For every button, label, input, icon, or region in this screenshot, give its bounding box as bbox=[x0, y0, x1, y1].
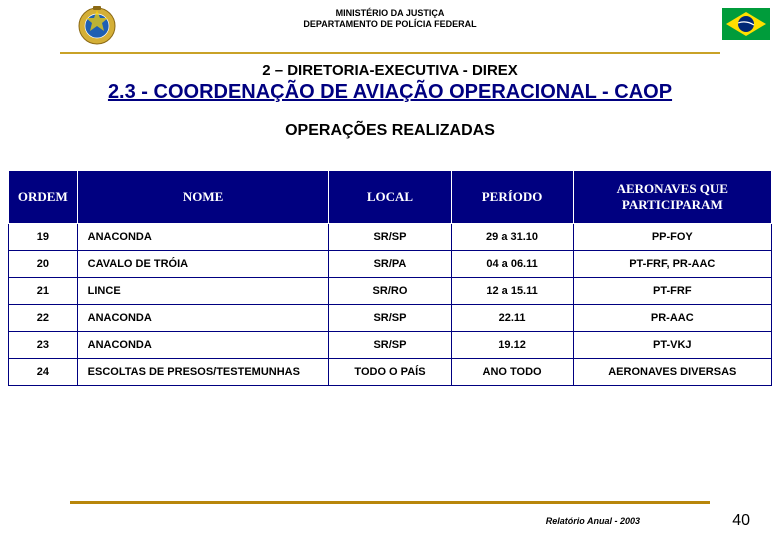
cell-local: SR/SP bbox=[329, 332, 451, 359]
cell-aero: AERONAVES DIVERSAS bbox=[573, 359, 771, 386]
footer-report-label: Relatório Anual - 2003 bbox=[546, 516, 640, 526]
operations-table: ORDEM NOME LOCAL PERÍODO AERONAVES QUE P… bbox=[8, 170, 772, 386]
col-header-local: LOCAL bbox=[329, 171, 451, 224]
section-title: OPERAÇÕES REALIZADAS bbox=[0, 122, 780, 140]
header: MINISTÉRIO DA JUSTIÇA DEPARTAMENTO DE PO… bbox=[0, 0, 780, 50]
page-number: 40 bbox=[732, 512, 750, 530]
cell-periodo: 22.11 bbox=[451, 305, 573, 332]
coordination-title: 2.3 - COORDENAÇÃO DE AVIAÇÃO OPERACIONAL… bbox=[0, 81, 780, 104]
cell-ordem: 21 bbox=[9, 278, 78, 305]
header-divider bbox=[60, 52, 720, 54]
table-row: 19ANACONDASR/SP29 a 31.10PP-FOY bbox=[9, 224, 772, 251]
table-row: 20CAVALO DE TRÓIASR/PA04 a 06.11PT-FRF, … bbox=[9, 251, 772, 278]
col-header-nome: NOME bbox=[77, 171, 329, 224]
police-badge-icon bbox=[75, 4, 119, 48]
table-header-row: ORDEM NOME LOCAL PERÍODO AERONAVES QUE P… bbox=[9, 171, 772, 224]
cell-local: SR/SP bbox=[329, 305, 451, 332]
cell-local: TODO O PAÍS bbox=[329, 359, 451, 386]
footer-divider bbox=[70, 501, 710, 504]
directorate-title: 2 – DIRETORIA-EXECUTIVA - DIREX bbox=[0, 62, 780, 79]
cell-ordem: 19 bbox=[9, 224, 78, 251]
cell-ordem: 22 bbox=[9, 305, 78, 332]
cell-aero: PT-FRF, PR-AAC bbox=[573, 251, 771, 278]
table-row: 23ANACONDASR/SP19.12PT-VKJ bbox=[9, 332, 772, 359]
cell-aero: PP-FOY bbox=[573, 224, 771, 251]
cell-periodo: 12 a 15.11 bbox=[451, 278, 573, 305]
cell-aero: PR-AAC bbox=[573, 305, 771, 332]
cell-nome: ANACONDA bbox=[77, 224, 329, 251]
cell-periodo: 04 a 06.11 bbox=[451, 251, 573, 278]
table-row: 21LINCESR/RO12 a 15.11PT-FRF bbox=[9, 278, 772, 305]
cell-nome: ANACONDA bbox=[77, 305, 329, 332]
cell-local: SR/SP bbox=[329, 224, 451, 251]
table-row: 22ANACONDASR/SP22.11PR-AAC bbox=[9, 305, 772, 332]
brazil-flag-icon bbox=[722, 8, 770, 40]
cell-nome: ANACONDA bbox=[77, 332, 329, 359]
table-body: 19ANACONDASR/SP29 a 31.10PP-FOY20CAVALO … bbox=[9, 224, 772, 386]
cell-ordem: 23 bbox=[9, 332, 78, 359]
cell-local: SR/PA bbox=[329, 251, 451, 278]
cell-local: SR/RO bbox=[329, 278, 451, 305]
col-header-aero: AERONAVES QUE PARTICIPARAM bbox=[573, 171, 771, 224]
cell-aero: PT-FRF bbox=[573, 278, 771, 305]
col-header-periodo: PERÍODO bbox=[451, 171, 573, 224]
cell-periodo: ANO TODO bbox=[451, 359, 573, 386]
operations-table-wrap: ORDEM NOME LOCAL PERÍODO AERONAVES QUE P… bbox=[8, 170, 772, 386]
cell-periodo: 19.12 bbox=[451, 332, 573, 359]
cell-nome: CAVALO DE TRÓIA bbox=[77, 251, 329, 278]
cell-nome: LINCE bbox=[77, 278, 329, 305]
cell-aero: PT-VKJ bbox=[573, 332, 771, 359]
cell-nome: ESCOLTAS DE PRESOS/TESTEMUNHAS bbox=[77, 359, 329, 386]
cell-ordem: 24 bbox=[9, 359, 78, 386]
table-row: 24ESCOLTAS DE PRESOS/TESTEMUNHASTODO O P… bbox=[9, 359, 772, 386]
col-header-ordem: ORDEM bbox=[9, 171, 78, 224]
cell-periodo: 29 a 31.10 bbox=[451, 224, 573, 251]
cell-ordem: 20 bbox=[9, 251, 78, 278]
